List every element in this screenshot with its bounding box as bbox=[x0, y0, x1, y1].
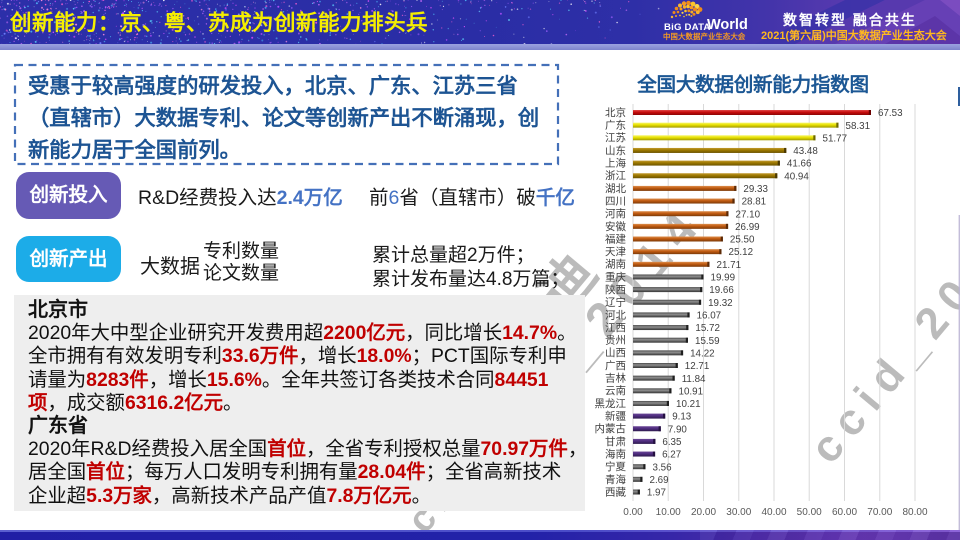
svg-text:全国大数据创新能力指数图: 全国大数据创新能力指数图 bbox=[636, 73, 869, 96]
svg-text:天津: 天津 bbox=[605, 246, 626, 258]
svg-text:43.48: 43.48 bbox=[793, 146, 818, 157]
svg-text:北京: 北京 bbox=[605, 106, 626, 119]
svg-text:15.72: 15.72 bbox=[695, 323, 720, 334]
svg-text:青海: 青海 bbox=[605, 473, 626, 486]
svg-text:宁夏: 宁夏 bbox=[605, 460, 626, 473]
svg-text:14.22: 14.22 bbox=[690, 349, 715, 360]
svg-text:40.00: 40.00 bbox=[761, 507, 786, 518]
svg-text:云南: 云南 bbox=[605, 384, 626, 397]
svg-text:上海: 上海 bbox=[605, 157, 626, 170]
svg-text:19.32: 19.32 bbox=[708, 298, 733, 309]
svg-text:30.00: 30.00 bbox=[726, 507, 751, 518]
svg-text:内蒙古: 内蒙古 bbox=[595, 422, 627, 435]
svg-text:6.27: 6.27 bbox=[662, 450, 681, 461]
svg-text:吉林: 吉林 bbox=[605, 372, 626, 385]
svg-text:黑龙江: 黑龙江 bbox=[595, 397, 627, 410]
svg-text:海南: 海南 bbox=[605, 447, 626, 460]
svg-text:25.12: 25.12 bbox=[729, 247, 754, 258]
svg-text:7.90: 7.90 bbox=[668, 424, 688, 435]
svg-text:重庆: 重庆 bbox=[605, 270, 626, 283]
svg-text:80.00: 80.00 bbox=[902, 507, 927, 518]
svg-text:16.07: 16.07 bbox=[697, 311, 722, 322]
svg-text:广东: 广东 bbox=[605, 119, 626, 132]
svg-text:湖北: 湖北 bbox=[605, 183, 626, 195]
svg-text:河南: 河南 bbox=[605, 207, 626, 220]
svg-text:广西: 广西 bbox=[605, 360, 626, 372]
svg-text:10.00: 10.00 bbox=[656, 507, 681, 518]
svg-text:江西: 江西 bbox=[605, 322, 626, 334]
svg-text:贵州: 贵州 bbox=[605, 334, 626, 347]
svg-text:19.99: 19.99 bbox=[711, 273, 736, 284]
svg-text:湖南: 湖南 bbox=[605, 258, 626, 271]
svg-text:27.10: 27.10 bbox=[736, 209, 761, 220]
svg-text:70.00: 70.00 bbox=[867, 507, 892, 518]
svg-text:浙江: 浙江 bbox=[605, 170, 626, 182]
svg-text:2.69: 2.69 bbox=[650, 475, 669, 486]
svg-text:陕西: 陕西 bbox=[605, 283, 626, 296]
svg-text:1.97: 1.97 bbox=[647, 488, 666, 499]
svg-text:20.00: 20.00 bbox=[691, 507, 716, 518]
svg-text:26.99: 26.99 bbox=[735, 222, 760, 233]
svg-text:40.94: 40.94 bbox=[784, 171, 809, 182]
svg-text:3.56: 3.56 bbox=[653, 462, 673, 473]
svg-text:41.66: 41.66 bbox=[787, 159, 812, 170]
svg-text:新疆: 新疆 bbox=[605, 410, 626, 423]
svg-text:西藏: 西藏 bbox=[605, 486, 626, 498]
svg-text:19.66: 19.66 bbox=[709, 285, 734, 296]
svg-text:21.71: 21.71 bbox=[717, 260, 742, 271]
svg-text:28.81: 28.81 bbox=[742, 197, 767, 208]
svg-text:9.13: 9.13 bbox=[672, 412, 692, 423]
svg-text:安徽: 安徽 bbox=[605, 220, 626, 233]
svg-text:15.59: 15.59 bbox=[695, 336, 720, 347]
svg-text:12.71: 12.71 bbox=[685, 361, 710, 372]
svg-text:山西: 山西 bbox=[605, 347, 626, 359]
svg-text:四川: 四川 bbox=[605, 196, 626, 208]
svg-text:山东: 山东 bbox=[605, 144, 626, 157]
svg-text:6.35: 6.35 bbox=[662, 437, 682, 448]
svg-text:29.33: 29.33 bbox=[743, 184, 768, 195]
svg-text:福建: 福建 bbox=[605, 232, 626, 245]
svg-text:67.53: 67.53 bbox=[878, 108, 903, 119]
svg-text:10.21: 10.21 bbox=[676, 399, 701, 410]
svg-text:60.00: 60.00 bbox=[832, 507, 857, 518]
svg-text:江苏: 江苏 bbox=[605, 131, 626, 144]
svg-text:11.84: 11.84 bbox=[682, 374, 706, 385]
svg-text:10.91: 10.91 bbox=[679, 386, 704, 397]
svg-text:58.31: 58.31 bbox=[846, 121, 871, 132]
svg-text:25.50: 25.50 bbox=[730, 235, 755, 246]
svg-text:河北: 河北 bbox=[605, 309, 626, 321]
svg-text:50.00: 50.00 bbox=[797, 507, 822, 518]
svg-text:0.00: 0.00 bbox=[623, 507, 643, 518]
svg-text:甘肃: 甘肃 bbox=[605, 435, 626, 448]
svg-text:辽宁: 辽宁 bbox=[605, 296, 626, 309]
svg-text:51.77: 51.77 bbox=[823, 133, 848, 144]
